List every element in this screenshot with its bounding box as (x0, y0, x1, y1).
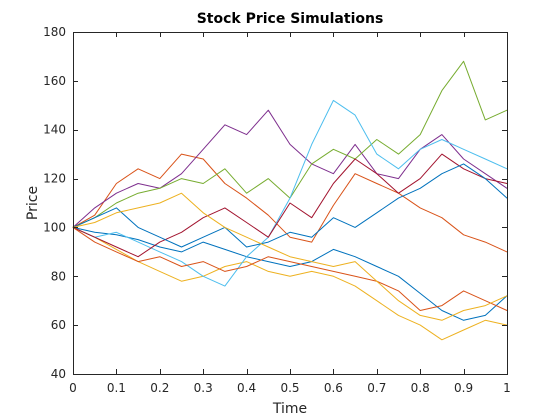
series-line-6 (72, 99, 508, 287)
y-tick-label: 80 (51, 269, 66, 283)
x-tick-label: 0.5 (280, 381, 299, 395)
x-tick-label: 0.4 (237, 381, 256, 395)
series-layer (72, 60, 508, 341)
y-tick-label: 180 (43, 25, 66, 39)
plot-frame (73, 32, 508, 375)
y-axis-label: Price (25, 186, 41, 220)
y-tick-label: 160 (43, 74, 66, 88)
series-line-4 (72, 109, 508, 228)
x-axis-label: Time (272, 401, 307, 417)
series-line-3 (72, 226, 508, 341)
x-tick-label: 0.2 (150, 381, 169, 395)
series-line-7 (72, 153, 508, 258)
x-axis-ticks: 0 0.1 0.2 0.3 0.4 0.5 0.6 0.7 0.8 0.9 1 (69, 32, 511, 395)
series-line-2 (72, 153, 508, 253)
x-tick-label: 0.1 (107, 381, 126, 395)
chart-title: Stock Price Simulations (197, 11, 384, 27)
x-tick-label: 0.3 (194, 381, 213, 395)
x-tick-label: 0 (69, 381, 77, 395)
series-line-9 (72, 226, 508, 311)
axes-layer (73, 32, 508, 375)
series-line-1 (72, 226, 508, 321)
series-line-8 (72, 163, 508, 248)
x-tick-label: 0.6 (324, 381, 343, 395)
y-tick-label: 140 (43, 123, 66, 137)
y-tick-label: 40 (51, 367, 66, 381)
x-tick-label: 0.8 (411, 381, 430, 395)
y-tick-label: 60 (51, 318, 66, 332)
y-tick-label: 100 (43, 220, 66, 234)
series-line-10 (72, 192, 508, 321)
y-tick-label: 120 (43, 172, 66, 186)
x-tick-label: 0.9 (454, 381, 473, 395)
y-axis-ticks: 40 60 80 100 120 140 160 180 (43, 25, 507, 381)
x-tick-label: 1 (503, 381, 511, 395)
x-tick-label: 0.7 (367, 381, 386, 395)
